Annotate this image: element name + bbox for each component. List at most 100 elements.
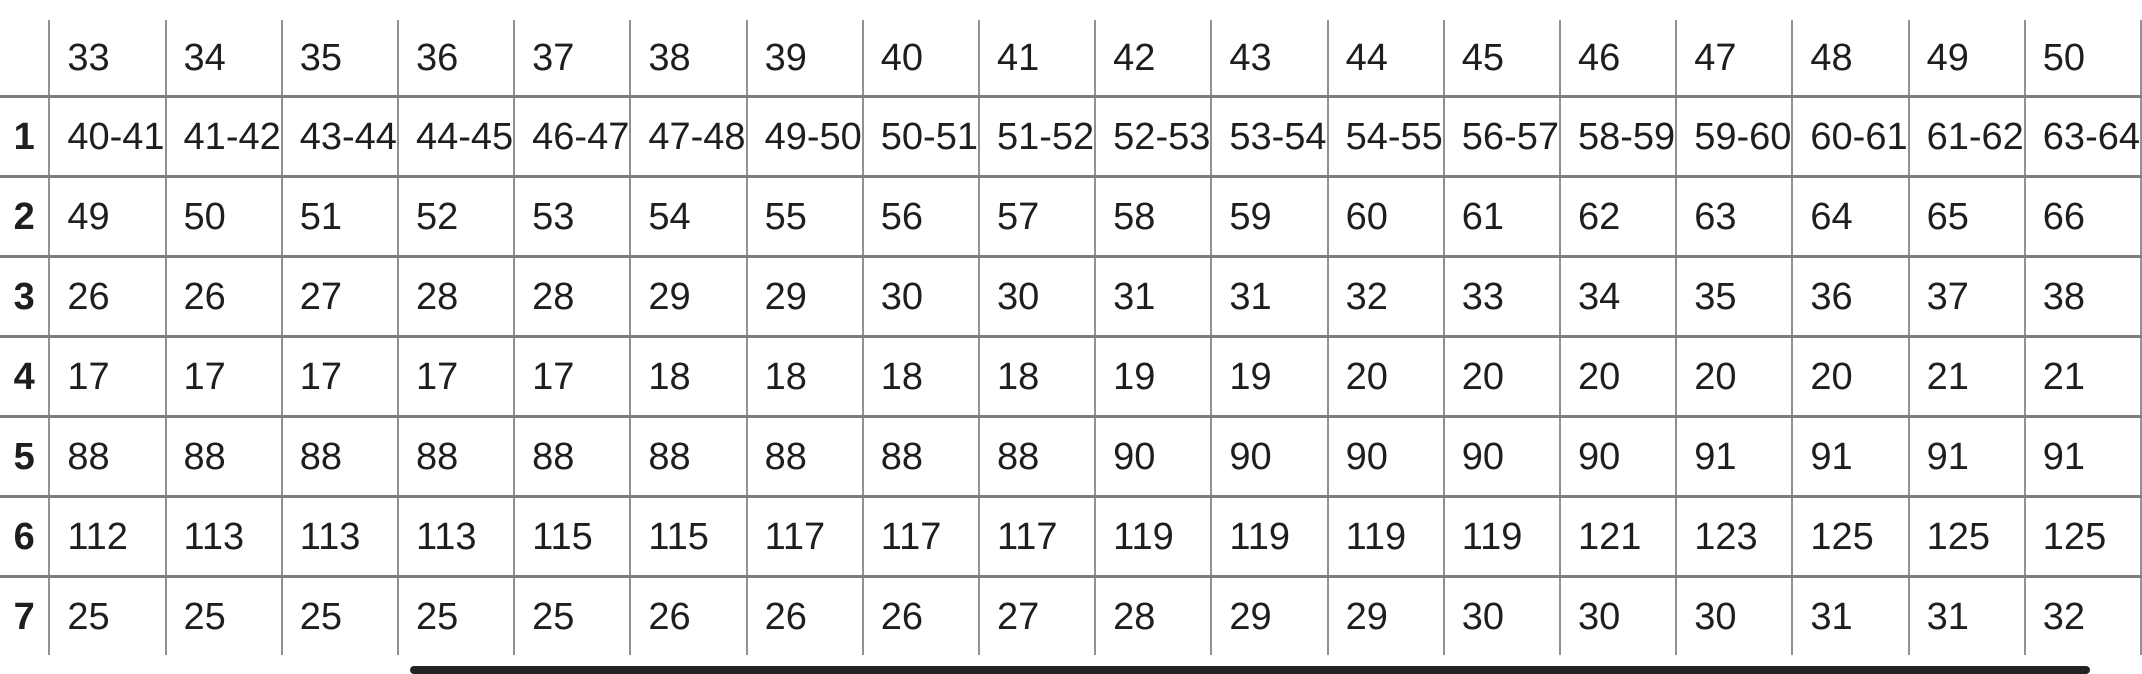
table-body: 1 40-41 41-42 43-44 44-45 46-47 47-48 49-50 50-5… — [0, 96, 2142, 655]
column-header: 35 — [281, 20, 399, 97]
table-cell: 88 — [862, 416, 980, 497]
table-row: 1 40-41 41-42 43-44 44-45 46-47 47-48 49-50 50-5… — [0, 96, 2142, 177]
table-cell: 61 — [1443, 176, 1561, 257]
table-cell: 54-55 — [1327, 96, 1445, 177]
horizontal-scrollbar-thumb[interactable] — [410, 666, 2090, 674]
row-label: 6 — [0, 496, 51, 577]
table-cell: 49-50 — [746, 96, 864, 177]
table-cell: 30 — [1559, 576, 1678, 655]
table-cell: 37 — [1908, 256, 2026, 337]
table-cell: 88 — [630, 416, 748, 497]
table-cell: 56-57 — [1443, 96, 1561, 177]
table-cell: 31 — [1211, 256, 1329, 337]
column-header: 47 — [1676, 20, 1794, 97]
table-cell: 28 — [397, 256, 516, 337]
column-header: 42 — [1095, 20, 1213, 97]
row-label: 4 — [0, 336, 51, 417]
table-cell: 56 — [862, 176, 980, 257]
corner-cell — [0, 20, 51, 97]
size-chart-table: 33 34 35 36 37 38 39 40 41 42 43 44 45 46 47 48 49 50 1 40… — [0, 20, 2142, 655]
table-cell: 63-64 — [2024, 96, 2142, 177]
table-cell: 30 — [978, 256, 1097, 337]
table-cell: 26 — [746, 576, 864, 655]
table-cell: 36 — [1792, 256, 1910, 337]
table-cell: 113 — [281, 496, 399, 577]
table-cell: 29 — [1211, 576, 1329, 655]
table-cell: 31 — [1095, 256, 1213, 337]
table-cell: 112 — [49, 496, 167, 577]
table-cell: 91 — [2024, 416, 2142, 497]
table-cell: 125 — [2024, 496, 2142, 577]
table-cell: 31 — [1792, 576, 1910, 655]
column-header: 48 — [1792, 20, 1910, 97]
table-cell: 25 — [165, 576, 283, 655]
column-header: 39 — [746, 20, 864, 97]
table-cell: 49 — [49, 176, 167, 257]
row-label: 5 — [0, 416, 51, 497]
table-cell: 113 — [165, 496, 283, 577]
table-cell: 21 — [2024, 336, 2142, 417]
table-cell: 17 — [49, 336, 167, 417]
table-cell: 44-45 — [397, 96, 516, 177]
table-cell: 26 — [862, 576, 980, 655]
table-cell: 119 — [1443, 496, 1561, 577]
table-cell: 88 — [49, 416, 167, 497]
table-cell: 26 — [49, 256, 167, 337]
table-cell: 54 — [630, 176, 748, 257]
table-cell: 115 — [630, 496, 748, 577]
table-cell: 25 — [49, 576, 167, 655]
table-cell: 19 — [1095, 336, 1213, 417]
table-cell: 119 — [1211, 496, 1329, 577]
column-header: 50 — [2024, 20, 2142, 97]
table-cell: 25 — [281, 576, 399, 655]
table-cell: 20 — [1559, 336, 1678, 417]
table-cell: 27 — [978, 576, 1097, 655]
column-header: 37 — [514, 20, 632, 97]
row-label: 3 — [0, 256, 51, 337]
table-cell: 90 — [1095, 416, 1213, 497]
column-header: 49 — [1908, 20, 2026, 97]
table-cell: 29 — [630, 256, 748, 337]
table-cell: 26 — [630, 576, 748, 655]
table-cell: 19 — [1211, 336, 1329, 417]
header-row: 33 34 35 36 37 38 39 40 41 42 43 44 45 46 47 48 49 50 — [0, 20, 2142, 97]
table-cell: 117 — [978, 496, 1097, 577]
row-label: 1 — [0, 96, 51, 177]
table-cell: 50-51 — [862, 96, 980, 177]
table-cell: 88 — [746, 416, 864, 497]
table-cell: 113 — [397, 496, 516, 577]
table-cell: 35 — [1676, 256, 1794, 337]
table-cell: 91 — [1792, 416, 1910, 497]
table-cell: 90 — [1559, 416, 1678, 497]
table-cell: 20 — [1676, 336, 1794, 417]
table-cell: 20 — [1792, 336, 1910, 417]
column-header: 33 — [49, 20, 167, 97]
table-cell: 20 — [1443, 336, 1561, 417]
table-cell: 29 — [746, 256, 864, 337]
column-header: 34 — [165, 20, 283, 97]
table-cell: 25 — [397, 576, 516, 655]
table-cell: 55 — [746, 176, 864, 257]
table-cell: 18 — [746, 336, 864, 417]
table-cell: 63 — [1676, 176, 1794, 257]
row-label: 7 — [0, 576, 51, 655]
table-row: 5 88 88 88 88 88 88 88 88 88 90 90 90 90 90 91 91 91 91 — [0, 416, 2142, 497]
table-cell: 58 — [1095, 176, 1213, 257]
table-row: 2 49 50 51 52 53 54 55 56 57 58 59 60 61 62 63 64 65 66 — [0, 176, 2142, 257]
table-cell: 29 — [1327, 576, 1445, 655]
table-cell: 66 — [2024, 176, 2142, 257]
table-cell: 60-61 — [1792, 96, 1910, 177]
column-header: 41 — [978, 20, 1097, 97]
row-label: 2 — [0, 176, 51, 257]
table-cell: 57 — [978, 176, 1097, 257]
table-cell: 27 — [281, 256, 399, 337]
table-cell: 90 — [1327, 416, 1445, 497]
table-cell: 88 — [165, 416, 283, 497]
table-cell: 119 — [1327, 496, 1445, 577]
column-header: 36 — [397, 20, 516, 97]
table-cell: 38 — [2024, 256, 2142, 337]
table-cell: 28 — [1095, 576, 1213, 655]
table-cell: 88 — [978, 416, 1097, 497]
table-cell: 88 — [514, 416, 632, 497]
